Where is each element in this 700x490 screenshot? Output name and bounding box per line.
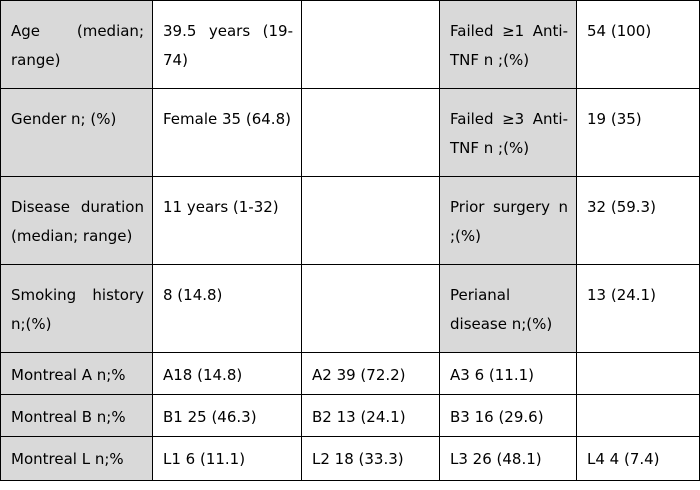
table-cell: A18 (14.8) — [152, 352, 302, 395]
table-row-smoking: Smoking history n;(%) 8 (14.8) Perianal … — [0, 264, 700, 353]
table-cell: L3 26 (48.1) — [439, 436, 577, 481]
table-cell: Montreal B n;% — [0, 394, 153, 437]
table-cell: L2 18 (33.3) — [301, 436, 440, 481]
table-cell: 32 (59.3) — [576, 176, 700, 265]
table-cell: Female 35 (64.8) — [152, 88, 302, 177]
table-row-age: Age (median; range) 39.5 years (19-74) F… — [0, 0, 700, 89]
table-cell: 54 (100) — [576, 0, 700, 89]
table-cell — [301, 176, 440, 265]
table-cell — [301, 0, 440, 89]
table-cell: B3 16 (29.6) — [439, 394, 577, 437]
table-cell: Failed ≥3 Anti-TNF n ;(%) — [439, 88, 577, 177]
table-cell: Age (median; range) — [0, 0, 153, 89]
table-cell: 19 (35) — [576, 88, 700, 177]
table-cell: L4 4 (7.4) — [576, 436, 700, 481]
table-cell — [301, 264, 440, 353]
table-cell: A3 6 (11.1) — [439, 352, 577, 395]
table-row-montreal-l: Montreal L n;% L1 6 (11.1) L2 18 (33.3) … — [0, 436, 700, 481]
table-cell: Disease duration (median; range) — [0, 176, 153, 265]
table-cell: L1 6 (11.1) — [152, 436, 302, 481]
table-cell: Gender n; (%) — [0, 88, 153, 177]
table-row-montreal-a: Montreal A n;% A18 (14.8) A2 39 (72.2) A… — [0, 352, 700, 395]
table-cell: Smoking history n;(%) — [0, 264, 153, 353]
table-cell: Failed ≥1 Anti-TNF n ;(%) — [439, 0, 577, 89]
table-cell: 11 years (1-32) — [152, 176, 302, 265]
table-cell: 39.5 years (19-74) — [152, 0, 302, 89]
table-row-gender: Gender n; (%) Female 35 (64.8) Failed ≥3… — [0, 88, 700, 177]
table-row-montreal-b: Montreal B n;% B1 25 (46.3) B2 13 (24.1)… — [0, 394, 700, 437]
table-cell: Perianal disease n;(%) — [439, 264, 577, 353]
table-cell — [576, 352, 700, 395]
table-row-disease-duration: Disease duration (median; range) 11 year… — [0, 176, 700, 265]
table-cell: Prior surgery n ;(%) — [439, 176, 577, 265]
table-cell: 13 (24.1) — [576, 264, 700, 353]
table-cell: Montreal A n;% — [0, 352, 153, 395]
table-cell: Montreal L n;% — [0, 436, 153, 481]
table-cell: B1 25 (46.3) — [152, 394, 302, 437]
table-cell: A2 39 (72.2) — [301, 352, 440, 395]
table-cell — [301, 88, 440, 177]
table-cell: 8 (14.8) — [152, 264, 302, 353]
table-cell: B2 13 (24.1) — [301, 394, 440, 437]
table-cell — [576, 394, 700, 437]
